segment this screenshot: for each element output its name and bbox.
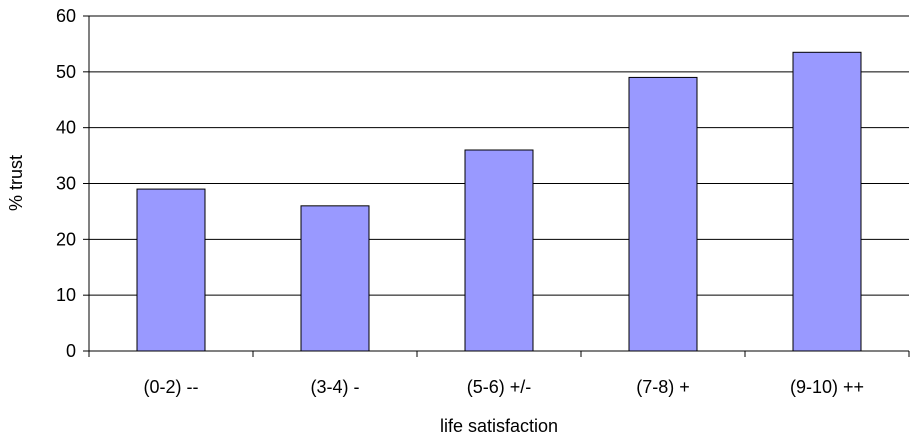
y-tick-label: 40: [56, 118, 76, 138]
bar: [464, 149, 534, 352]
y-tick-label: 50: [56, 62, 76, 82]
y-tick-label: 10: [56, 285, 76, 305]
bars: [136, 51, 862, 352]
y-tick-label: 20: [56, 229, 76, 249]
bar: [628, 76, 698, 352]
y-tick-label: 30: [56, 174, 76, 194]
axes: [83, 15, 910, 357]
x-tick-label: (3-4) -: [311, 377, 360, 397]
x-tick-label: (0-2) --: [144, 377, 199, 397]
y-axis-title: % trust: [6, 155, 26, 211]
x-axis-title: life satisfaction: [440, 416, 558, 436]
bar: [792, 51, 862, 352]
tick-labels: 0 10 20 30 40 50 60 (0-2) -- (3-4) - (5-6) +/- (7-…: [56, 6, 864, 397]
x-tick-label: (9-10) ++: [790, 377, 864, 397]
bar: [136, 188, 206, 352]
bar: [300, 205, 370, 352]
x-tick-label: (7-8) +: [636, 377, 690, 397]
y-tick-label: 0: [66, 341, 76, 361]
x-tick-label: (5-6) +/-: [467, 377, 532, 397]
y-tick-label: 60: [56, 6, 76, 26]
